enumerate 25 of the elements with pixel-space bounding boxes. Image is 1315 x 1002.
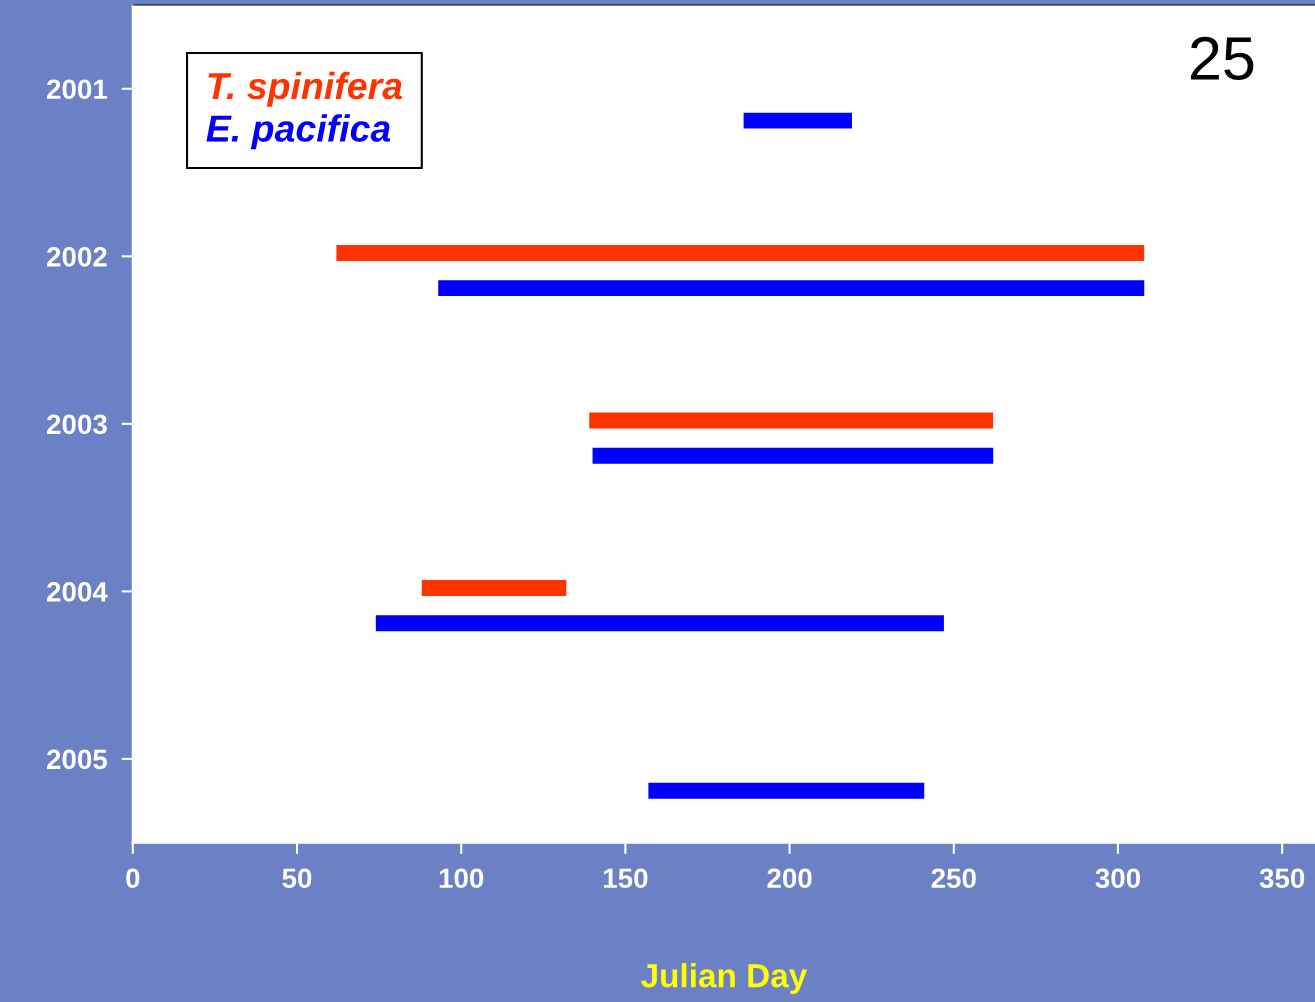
bar <box>743 112 852 129</box>
bar <box>648 782 925 799</box>
x-tick-label: 0 <box>126 868 140 889</box>
bar <box>336 245 1145 261</box>
x-tick-label: 150 <box>603 868 648 889</box>
bar <box>589 412 994 429</box>
y-tick-label: 2003 <box>46 414 107 435</box>
text: T. spinifera <box>208 71 402 107</box>
x-tick-label: 200 <box>767 868 812 889</box>
y-tick-label: 2005 <box>46 749 108 770</box>
bar <box>592 447 994 464</box>
x-axis-title: Julian Day <box>641 963 808 995</box>
x-tick-label: 350 <box>1259 868 1305 889</box>
text: E. pacifica <box>206 114 391 150</box>
x-tick-label: 250 <box>931 868 976 889</box>
bar <box>375 615 944 632</box>
bar <box>438 280 1145 297</box>
y-tick-label: 2001 <box>46 79 108 100</box>
x-tick-label: 50 <box>282 868 312 889</box>
annotation: 25 <box>1191 36 1254 81</box>
y-tick-label: 2002 <box>46 246 107 267</box>
x-tick-label: 100 <box>439 868 484 889</box>
x-tick-label: 300 <box>1095 868 1141 889</box>
bar <box>421 580 567 596</box>
y-tick-label: 2004 <box>46 582 108 602</box>
